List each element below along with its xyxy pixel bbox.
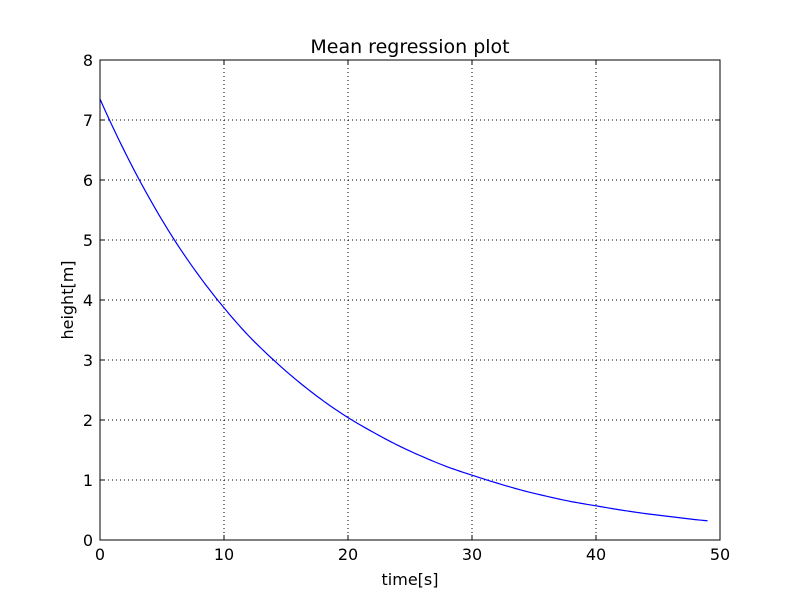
x-tick-label: 10 xyxy=(214,545,234,564)
y-tick-label: 0 xyxy=(83,531,93,550)
x-tick-label: 20 xyxy=(338,545,358,564)
y-tick-label: 4 xyxy=(83,291,93,310)
x-tick-label: 30 xyxy=(462,545,482,564)
y-tick-label: 6 xyxy=(83,171,93,190)
x-tick-label: 50 xyxy=(710,545,730,564)
x-tick-label: 40 xyxy=(586,545,606,564)
x-tick-label: 0 xyxy=(95,545,105,564)
series-layer xyxy=(99,98,708,522)
y-tick-label: 5 xyxy=(83,231,93,250)
series-line xyxy=(99,98,708,522)
y-tick-label: 8 xyxy=(83,51,93,70)
chart-title: Mean regression plot xyxy=(310,36,509,58)
x-axis-label: time[s] xyxy=(382,570,439,589)
y-tick-label: 2 xyxy=(83,411,93,430)
grid xyxy=(100,60,720,540)
ticks: 0 10 20 30 40 50 0 1 2 3 4 5 6 7 8 xyxy=(83,51,730,564)
y-axis-label: height[m] xyxy=(58,260,77,339)
y-tick-label: 7 xyxy=(83,111,93,130)
y-tick-label: 1 xyxy=(83,471,93,490)
y-tick-label: 3 xyxy=(83,351,93,370)
